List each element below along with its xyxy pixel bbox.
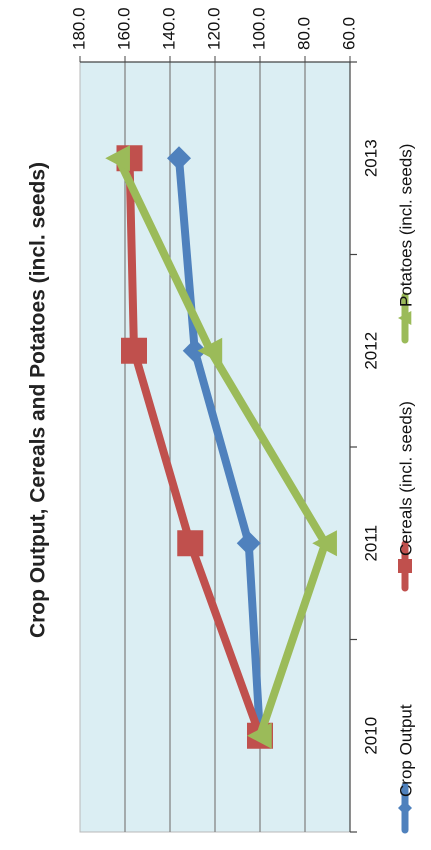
data-point [121,337,147,364]
legend-entry: Crop Output [396,704,415,834]
data-point [312,530,337,557]
data-point [236,531,261,556]
category-axis-label: 2013 [361,139,380,177]
legend: Crop Output Cereals (incl. seeds) Potatoes… [396,144,415,834]
legend-swatch-marker [398,801,412,815]
legend-swatch-marker [398,559,412,573]
data-point [167,146,191,171]
value-axis-tick-label: 120.0 [204,7,223,50]
chart-title: Crop Output, Cereals and Potatoes (incl.… [27,162,50,638]
value-axis-tick-label: 100.0 [249,7,268,50]
series-line [175,154,264,740]
legend-label: Crop Output [396,704,415,797]
series-3 [105,145,337,749]
category-axis-label: 2012 [361,332,380,370]
legend-entry: Potatoes (incl. seeds) [396,144,415,344]
category-axis-label: 2011 [361,525,380,562]
data-point [182,338,207,363]
legend-entry: Cereals (incl. seeds) [396,401,415,592]
data-point [105,145,130,172]
series-line [114,154,330,740]
category-axis-label: 2010 [361,717,380,755]
value-axis-tick-label: 140.0 [159,7,178,50]
value-axis-tick-label: 180.0 [69,7,88,50]
data-point [247,722,272,749]
plot-area: 60.0 80.0 100.0 120.0 140.0 160.0 180.0 2010 201… [69,7,380,833]
value-axis-tick-label: 60.0 [339,17,358,50]
legend-swatch-marker [398,311,412,325]
value-axis-tick-label: 160.0 [114,7,133,50]
data-point [197,337,223,364]
legend-label: Potatoes (incl. seeds) [396,144,415,307]
data-point [177,530,204,557]
series-line [125,154,264,740]
value-axis-tick-label: 80.0 [294,17,313,50]
legend-label: Cereals (incl. seeds) [396,401,415,556]
